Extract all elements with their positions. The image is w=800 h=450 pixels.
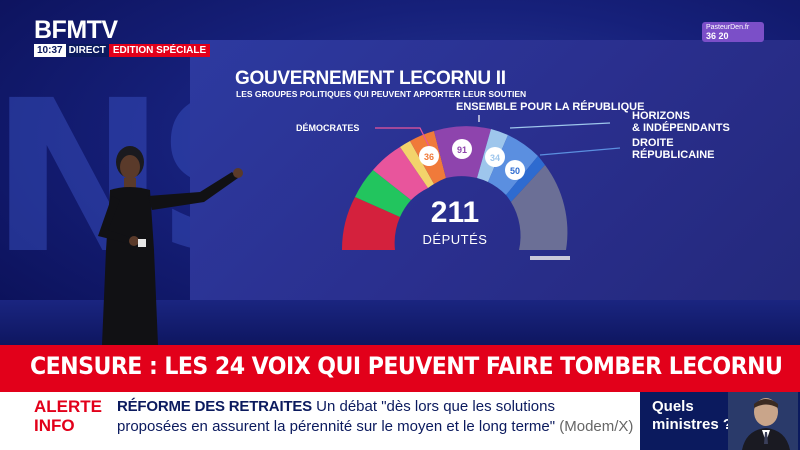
live-badge: DIRECT: [65, 44, 109, 57]
segment-pink: [373, 147, 428, 200]
seat-value-democrates: 36: [424, 152, 434, 162]
hemicycle-chart: 36 91 34 50: [341, 115, 621, 260]
label-democrates: DÉMOCRATES: [296, 123, 360, 133]
alert-label-line2: INFO: [34, 416, 75, 435]
channel-logo: BFMTV: [34, 16, 118, 44]
leader-lines: [375, 115, 621, 156]
segment-red: [341, 197, 400, 250]
partner-line2: 36 20: [706, 31, 729, 41]
seat-badges: 36 91 34 50: [419, 139, 525, 180]
studio-scene: NS: [0, 0, 800, 345]
seat-value-droite: 50: [510, 166, 520, 176]
ticker-text-2: proposées en assurent la pérennité sur l…: [117, 418, 556, 435]
headline-bar: [0, 345, 800, 392]
hemicycle-base-line: [530, 256, 570, 260]
label-ensemble: ENSEMBLE POUR LA RÉPUBLIQUE: [456, 101, 645, 113]
partner-line1: PasteurDen.fr: [706, 24, 750, 31]
edition-badge: EDITION SPÉCIALE: [108, 44, 211, 57]
label-horizons-line2: & INDÉPENDANTS: [632, 122, 730, 134]
channel-logo-block: BFMTV 10:37 DIRECT EDITION SPÉCIALE: [34, 16, 211, 57]
label-horizons-line1: HORIZONS: [632, 110, 691, 122]
studio-screen: [190, 40, 800, 340]
label-droite-line1: DROITE: [632, 137, 674, 149]
total-seats-value: 211: [430, 196, 480, 229]
minister-photo: [728, 392, 798, 450]
segment-yellow: [400, 141, 434, 188]
news-ticker: [0, 392, 640, 450]
seat-value-horizons: 34: [490, 153, 500, 163]
side-panel-line1: Quels: [652, 398, 694, 415]
alert-label: ALERTE INFO: [34, 397, 102, 435]
total-seats-unit: DÉPUTÉS: [422, 232, 488, 247]
ticker-line1: RÉFORME DES RETRAITES Un débat "dès lors…: [117, 397, 555, 416]
ticker-topic: RÉFORME DES RETRAITES: [117, 398, 312, 415]
graphic-title: GOUVERNEMENT LECORNU II: [235, 68, 506, 89]
partner-badge: PasteurDen.fr 36 20: [702, 22, 764, 42]
segment-remaining: [511, 165, 568, 250]
presenter-figure: [98, 146, 243, 345]
ticker-line2: proposées en assurent la pérennité sur l…: [117, 417, 633, 436]
segment-green: [355, 170, 411, 217]
side-panel-line2: ministres ?: [652, 416, 733, 433]
label-droite-line2: RÉPUBLICAINE: [632, 149, 715, 161]
side-panel-text: Quels ministres ?: [652, 398, 732, 434]
alert-label-line1: ALERTE: [34, 397, 102, 416]
hemicycle-segments: [341, 126, 570, 260]
broadcast-tagline: 10:37 DIRECT EDITION SPÉCIALE: [34, 44, 211, 57]
broadcast-time: 10:37: [34, 44, 66, 57]
ticker-source: (Modem/X): [559, 418, 634, 435]
graphic-subtitle: LES GROUPES POLITIQUES QUI PEUVENT APPOR…: [236, 89, 527, 99]
segment-blue: [506, 156, 545, 202]
headline-text: CENSURE : LES 24 VOIX QUI PEUVENT FAIRE …: [30, 352, 783, 380]
ticker-text-1: Un débat "dès lors que les solutions: [316, 398, 555, 415]
seat-value-ensemble: 91: [457, 145, 467, 155]
